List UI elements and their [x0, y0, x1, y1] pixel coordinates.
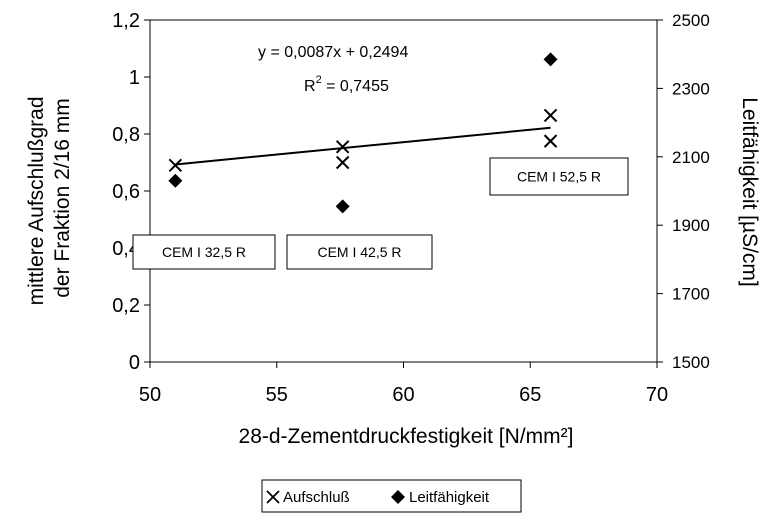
leitfaehigkeit-point — [168, 173, 183, 188]
legend: Aufschluß Leitfähigkeit — [261, 479, 522, 513]
x-tick-label: 70 — [646, 384, 668, 406]
aufschluss-point — [168, 158, 183, 173]
cement-class-label: CEM I 52,5 R — [489, 157, 629, 196]
data-marks — [168, 52, 558, 214]
y-tick-label: 1 — [129, 67, 140, 89]
trendline — [175, 126, 551, 166]
aufschluss-point — [335, 140, 350, 154]
y-tick-label: 0,6 — [112, 181, 140, 203]
annotation-boxes: CEM I 32,5 R CEM I 42,5 R CEM I 52,5 R — [132, 157, 629, 270]
y-tick-label: 0,8 — [112, 124, 140, 146]
cement-class-text: CEM I 32,5 R — [162, 244, 246, 260]
legend-box — [261, 479, 522, 513]
x-tick-label: 65 — [519, 384, 541, 406]
y-axis-title-line-2: der Fraktion 2/16 mm — [51, 98, 74, 298]
x-tick-label: 55 — [266, 384, 288, 406]
legend-marker-aufschluss — [266, 490, 280, 504]
trend-r-squared: R2 = 0,7455 — [304, 74, 389, 95]
aufschluss-point — [543, 108, 558, 123]
r2-superscript: 2 — [316, 74, 322, 86]
leitfaehigkeit-point — [335, 199, 350, 214]
y2-tick-label: 1500 — [672, 353, 710, 372]
y-tick-label: 0 — [129, 352, 140, 374]
y-tick-label: 0,2 — [112, 295, 140, 317]
r2-prefix: R — [304, 78, 316, 95]
y2-tick-label: 2500 — [672, 11, 710, 30]
trendline-line — [175, 126, 551, 166]
cement-class-label: CEM I 42,5 R — [286, 234, 433, 270]
x-tick-label: 50 — [139, 384, 161, 406]
y-axis-title-line-1: mittlere Aufschlußgrad — [25, 96, 48, 305]
aufschluss-point — [335, 155, 350, 170]
y2-tick-label: 2100 — [672, 148, 710, 167]
y-axis-right: 1500 1700 1900 2100 2300 2500 — [657, 11, 710, 372]
trend-equation: y = 0,0087x + 0,2494 — [258, 44, 408, 61]
y2-tick-label: 1700 — [672, 285, 710, 304]
y-axis-left: 00,20,40,60,811,2 — [112, 10, 150, 374]
y2-axis-title: Leitfähigkeit [µS/cm] — [738, 97, 760, 287]
legend-label-aufschluss: Aufschluß — [283, 489, 350, 506]
x-tick-label: 60 — [392, 384, 414, 406]
x-axis-title: 28-d-Zementdruckfestigkeit [N/mm²] — [239, 425, 574, 448]
y-axis-title: mittlere Aufschlußgrad der Fraktion 2/16… — [25, 91, 74, 306]
leitfaehigkeit-point — [543, 52, 558, 67]
y2-tick-label: 1900 — [672, 216, 710, 235]
cement-class-text: CEM I 52,5 R — [517, 169, 601, 185]
x-axis: 50 55 60 65 70 — [139, 362, 668, 406]
legend-label-leitfaehigkeit: Leitfähigkeit — [409, 489, 490, 506]
aufschluss-point — [543, 134, 558, 148]
y2-tick-label: 2300 — [672, 79, 710, 98]
cement-class-text: CEM I 42,5 R — [317, 244, 401, 260]
r2-value: = 0,7455 — [322, 78, 389, 95]
y-tick-label: 1,2 — [112, 10, 140, 32]
legend-marker-leitfaehigkeit — [391, 490, 405, 504]
cement-class-label: CEM I 32,5 R — [132, 234, 276, 270]
